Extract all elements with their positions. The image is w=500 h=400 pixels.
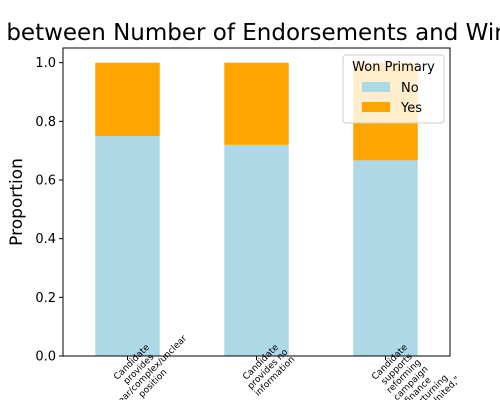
legend-title: Won Primary [352,60,435,75]
bar-no-1 [95,136,160,356]
legend-swatch-no [362,82,390,92]
y-tick-label: 0.6 [35,174,56,189]
bar-yes-2 [224,62,289,145]
legend-swatch-yes [362,102,390,112]
y-tick-label: 0.8 [35,115,56,130]
bar-no-2 [224,144,289,356]
y-tick-label: 0.0 [35,350,56,365]
y-axis-ticks: 0.0 0.2 0.4 0.6 0.8 1.0 [35,56,63,365]
bar-no-3 [353,160,418,356]
legend-label-no: No [401,81,419,96]
y-tick-label: 0.2 [35,291,56,306]
legend-label-yes: Yes [400,101,422,116]
y-axis-label: Proportion [7,158,27,246]
bar-yes-1 [95,62,160,136]
chart-title: Relationship between Number of Endorseme… [0,20,500,46]
y-tick-label: 1.0 [35,56,56,71]
y-tick-label: 0.4 [35,232,56,247]
legend: Won Primary No Yes [342,54,445,124]
